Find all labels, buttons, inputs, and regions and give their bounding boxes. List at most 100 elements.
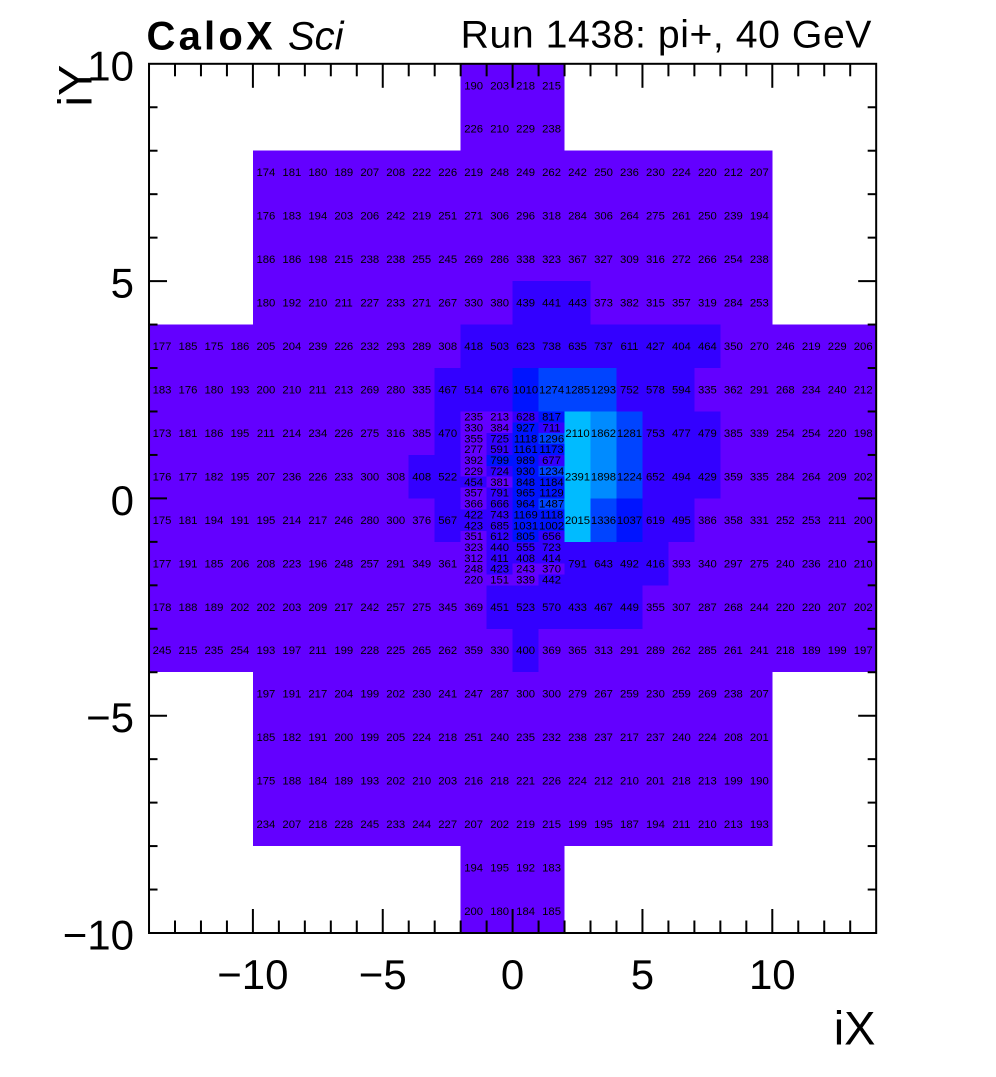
svg-text:182: 182 (205, 471, 224, 483)
svg-text:454: 454 (464, 477, 483, 489)
svg-text:219: 219 (516, 819, 535, 831)
svg-text:523: 523 (516, 602, 535, 614)
svg-text:725: 725 (490, 433, 509, 445)
svg-text:193: 193 (360, 776, 379, 788)
svg-text:267: 267 (438, 298, 457, 310)
svg-text:250: 250 (594, 167, 613, 179)
svg-text:205: 205 (386, 732, 405, 744)
svg-text:373: 373 (594, 298, 613, 310)
svg-text:242: 242 (568, 167, 587, 179)
svg-text:238: 238 (724, 689, 743, 701)
svg-text:220: 220 (698, 167, 717, 179)
svg-text:275: 275 (646, 211, 665, 223)
svg-text:357: 357 (672, 298, 691, 310)
svg-text:223: 223 (282, 558, 301, 570)
svg-text:197: 197 (854, 645, 873, 657)
svg-text:340: 340 (698, 558, 717, 570)
svg-text:248: 248 (464, 564, 483, 576)
svg-text:385: 385 (724, 428, 743, 440)
svg-text:218: 218 (672, 776, 691, 788)
svg-text:205: 205 (256, 341, 275, 353)
svg-text:203: 203 (438, 776, 457, 788)
svg-text:289: 289 (412, 341, 431, 353)
svg-text:623: 623 (516, 341, 535, 353)
svg-text:241: 241 (438, 689, 457, 701)
svg-text:192: 192 (516, 863, 535, 875)
svg-text:194: 194 (308, 211, 327, 223)
svg-text:339: 339 (516, 575, 535, 587)
svg-text:195: 195 (490, 863, 509, 875)
svg-text:iX: iX (834, 1002, 876, 1055)
svg-text:10: 10 (749, 951, 796, 998)
svg-text:236: 236 (802, 558, 821, 570)
svg-text:184: 184 (516, 906, 535, 918)
svg-text:400: 400 (516, 645, 535, 657)
svg-text:224: 224 (698, 732, 717, 744)
svg-text:229: 229 (828, 341, 847, 353)
svg-text:291: 291 (750, 384, 769, 396)
svg-text:185: 185 (205, 558, 224, 570)
svg-text:219: 219 (802, 341, 821, 353)
svg-text:335: 335 (698, 384, 717, 396)
svg-text:1118: 1118 (514, 433, 537, 445)
svg-text:207: 207 (750, 689, 769, 701)
svg-text:848: 848 (516, 477, 535, 489)
svg-text:−10: −10 (217, 951, 288, 998)
svg-text:242: 242 (360, 602, 379, 614)
svg-text:612: 612 (490, 531, 509, 543)
svg-text:199: 199 (568, 819, 587, 831)
svg-text:2015: 2015 (565, 515, 590, 527)
svg-text:236: 236 (620, 167, 639, 179)
svg-text:308: 308 (438, 341, 457, 353)
svg-text:1296: 1296 (539, 433, 564, 445)
svg-text:441: 441 (542, 298, 561, 310)
svg-text:209: 209 (828, 471, 847, 483)
svg-text:235: 235 (516, 732, 535, 744)
svg-text:200: 200 (256, 384, 275, 396)
svg-text:393: 393 (672, 558, 691, 570)
svg-text:175: 175 (256, 776, 275, 788)
svg-text:226: 226 (334, 428, 353, 440)
svg-text:CaloX: CaloX (147, 14, 276, 58)
svg-text:200: 200 (464, 906, 483, 918)
svg-text:222: 222 (412, 167, 431, 179)
svg-text:666: 666 (490, 499, 509, 511)
svg-text:319: 319 (698, 298, 717, 310)
svg-text:220: 220 (828, 428, 847, 440)
svg-text:180: 180 (490, 906, 509, 918)
svg-text:677: 677 (542, 455, 561, 467)
svg-text:965: 965 (516, 488, 535, 500)
svg-text:1234: 1234 (539, 466, 564, 478)
svg-text:251: 251 (464, 732, 483, 744)
svg-text:492: 492 (620, 558, 639, 570)
svg-text:323: 323 (542, 254, 561, 266)
svg-text:357: 357 (464, 488, 483, 500)
svg-text:724: 724 (490, 466, 509, 478)
svg-text:212: 212 (854, 384, 873, 396)
svg-text:211: 211 (309, 645, 327, 657)
svg-text:212: 212 (724, 167, 743, 179)
svg-text:423: 423 (490, 564, 509, 576)
svg-text:220: 220 (464, 575, 483, 587)
svg-text:331: 331 (750, 515, 769, 527)
svg-text:1031: 1031 (513, 520, 538, 532)
svg-text:200: 200 (334, 732, 353, 744)
svg-text:257: 257 (386, 602, 405, 614)
svg-text:494: 494 (672, 471, 691, 483)
svg-text:277: 277 (464, 444, 483, 456)
svg-text:591: 591 (490, 444, 509, 456)
svg-text:224: 224 (412, 732, 431, 744)
svg-text:229: 229 (516, 124, 535, 136)
svg-text:232: 232 (360, 341, 379, 353)
svg-text:213: 213 (334, 384, 353, 396)
svg-text:199: 199 (360, 732, 379, 744)
svg-text:194: 194 (750, 211, 769, 223)
svg-text:227: 227 (438, 819, 457, 831)
svg-text:226: 226 (464, 124, 483, 136)
svg-text:207: 207 (828, 602, 847, 614)
svg-text:252: 252 (776, 515, 795, 527)
svg-text:330: 330 (490, 645, 509, 657)
svg-text:261: 261 (724, 645, 743, 657)
svg-text:351: 351 (464, 531, 483, 543)
svg-text:335: 335 (412, 384, 431, 396)
